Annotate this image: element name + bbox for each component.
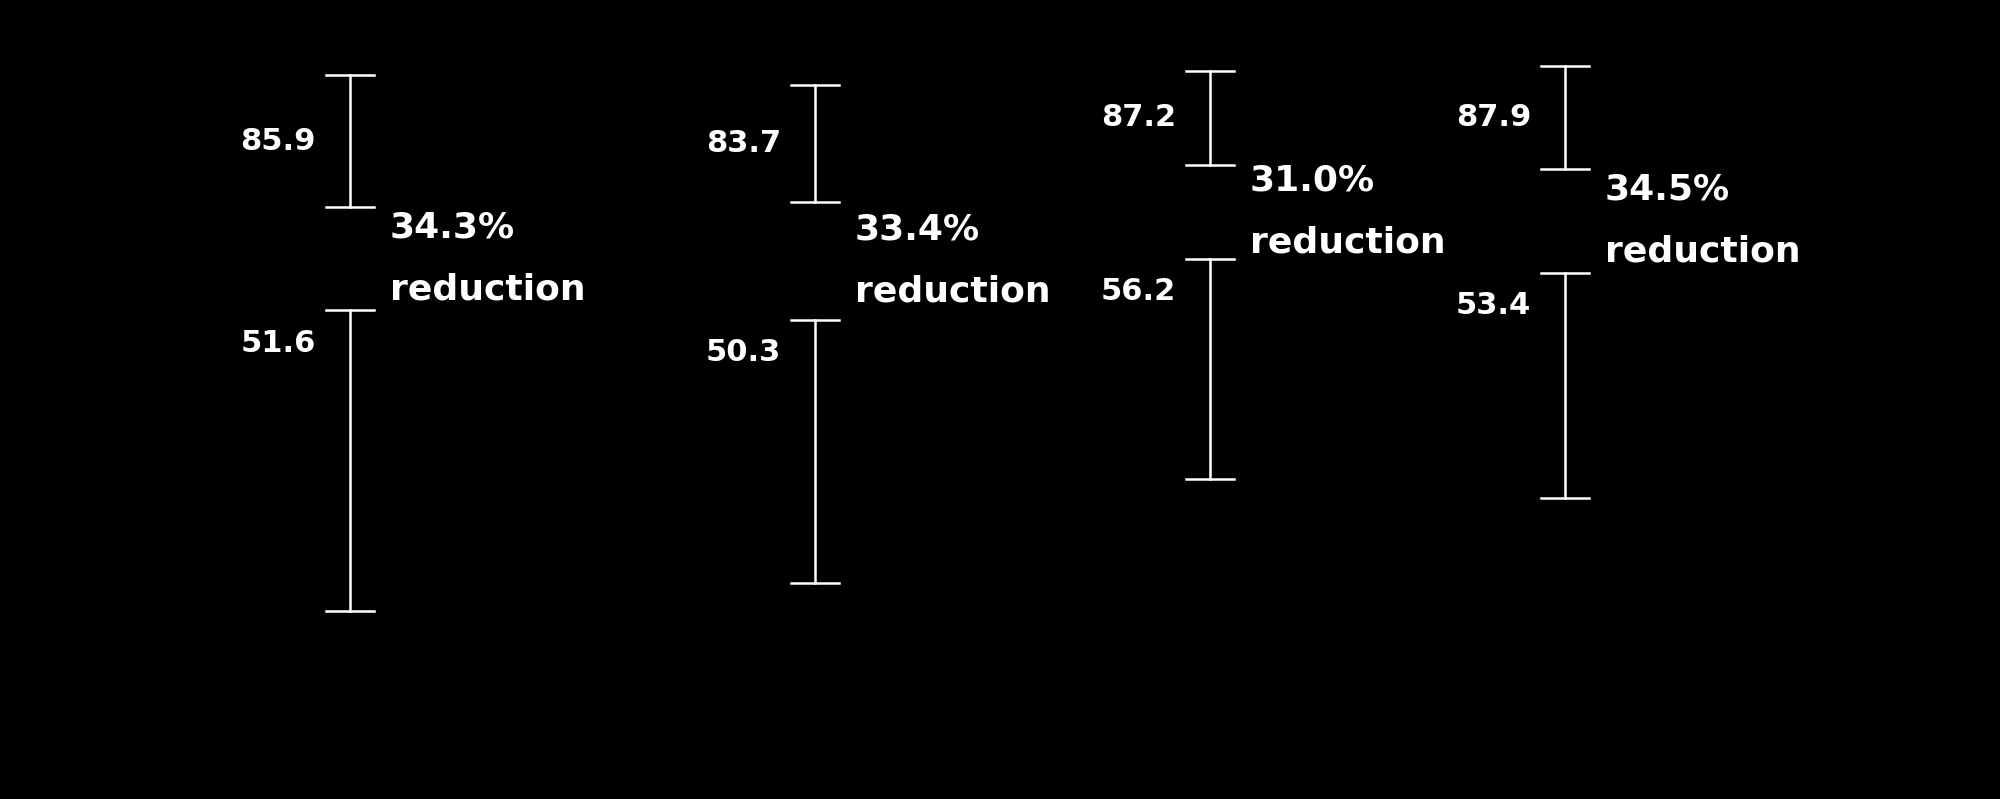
Text: 33.4%: 33.4% <box>856 213 980 247</box>
Text: reduction: reduction <box>390 272 586 307</box>
Text: 51.6: 51.6 <box>240 329 316 358</box>
Text: 53.4: 53.4 <box>1456 292 1532 320</box>
Text: reduction: reduction <box>1604 235 1800 269</box>
Text: 87.9: 87.9 <box>1456 103 1532 132</box>
Text: 34.3%: 34.3% <box>390 210 516 244</box>
Text: reduction: reduction <box>856 275 1050 309</box>
Text: 50.3: 50.3 <box>706 339 780 368</box>
Text: reduction: reduction <box>1250 225 1446 260</box>
Text: 31.0%: 31.0% <box>1250 164 1376 197</box>
Text: 83.7: 83.7 <box>706 129 780 158</box>
Text: 85.9: 85.9 <box>240 126 316 156</box>
Text: 56.2: 56.2 <box>1100 277 1176 306</box>
Text: 34.5%: 34.5% <box>1604 173 1730 207</box>
Text: 87.2: 87.2 <box>1100 103 1176 132</box>
